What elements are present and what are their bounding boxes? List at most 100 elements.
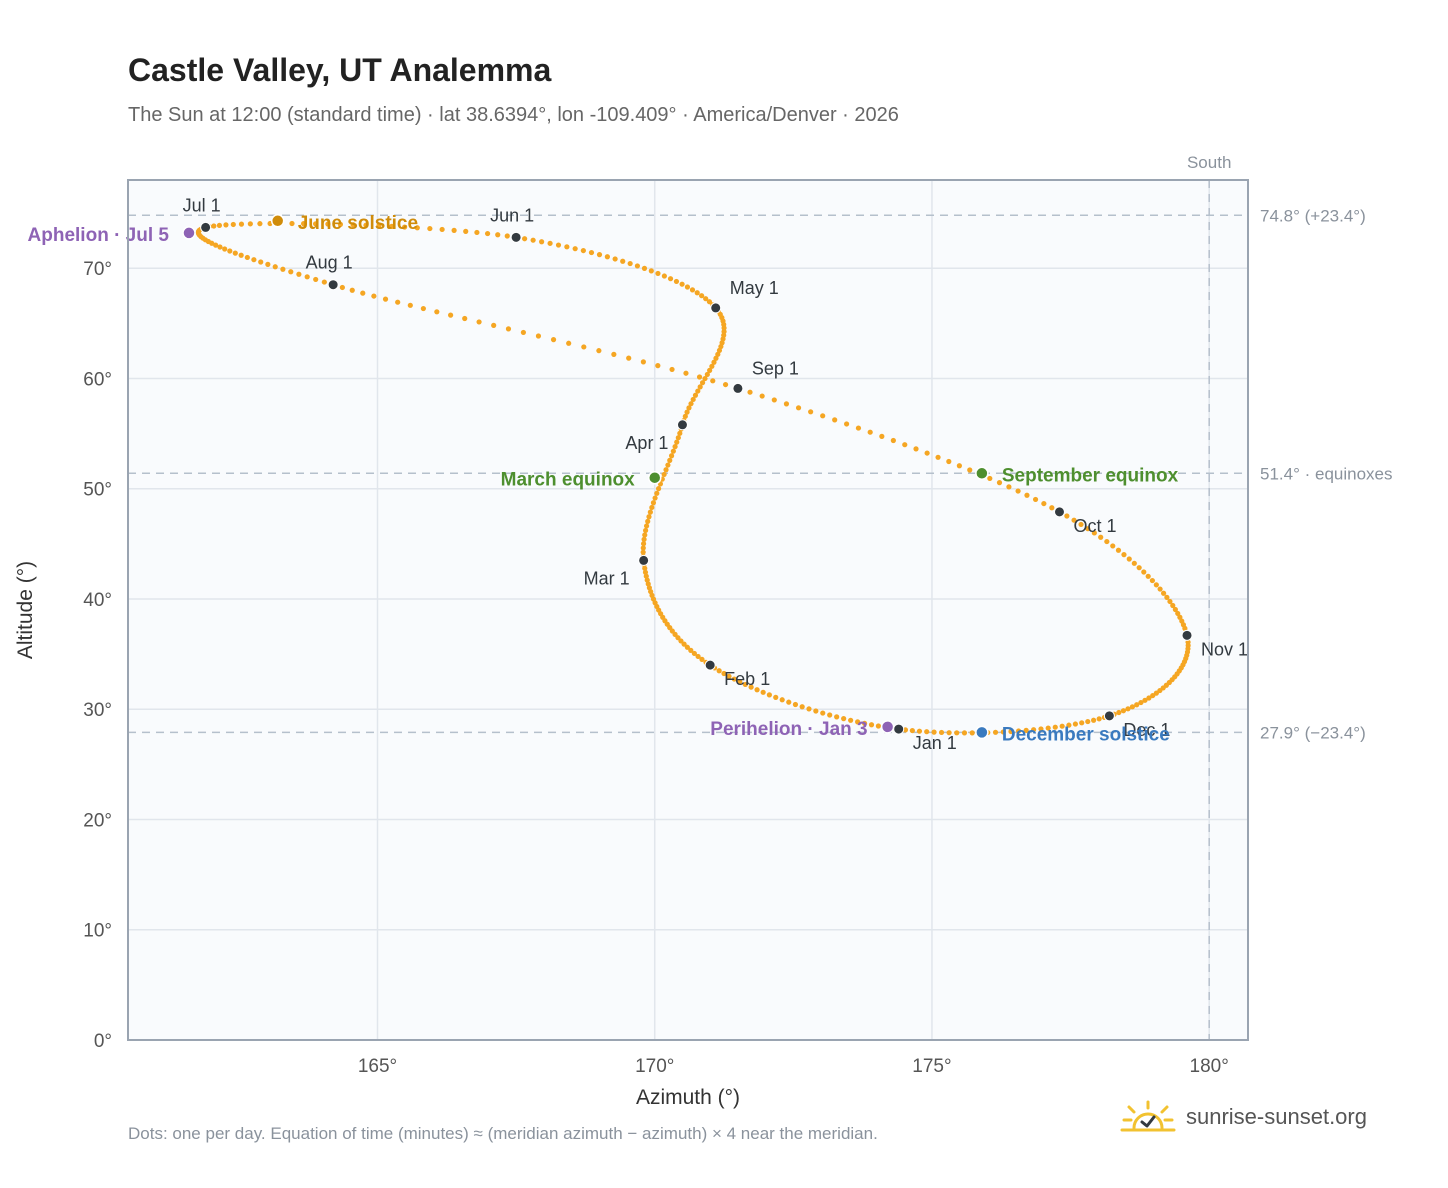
daily-sun-dot [655,363,661,369]
daily-sun-dot [987,475,993,482]
daily-sun-dot [956,463,962,469]
daily-sun-dot [1016,728,1022,734]
month-marker [710,302,722,314]
daily-sun-dot [661,273,667,279]
daily-sun-dot [844,421,850,427]
daily-sun-dot [547,240,553,246]
daily-sun-dot [699,380,706,386]
month-label: Aug 1 [306,253,353,273]
event-label: Perihelion · Jan 3 [710,719,867,740]
daily-sun-dot [238,221,245,227]
brand-name[interactable]: sunrise-sunset.org [1186,1104,1367,1129]
daily-sun-dot [832,417,838,423]
daily-sun-dot [684,284,691,290]
daily-sun-dot [677,430,683,436]
daily-sun-dot [1038,726,1044,732]
meridian-label: South [1187,153,1231,172]
month-marker [1053,506,1065,518]
month-marker [200,221,212,233]
daily-sun-dot [1085,526,1091,532]
daily-sun-dot [706,299,713,305]
daily-sun-dot [1066,722,1072,728]
daily-sun-dot [820,413,826,419]
daily-sun-dot [1145,573,1151,579]
daily-sun-dot [754,687,760,693]
y-tick-label: 40° [83,590,112,611]
daily-sun-dot [1131,560,1137,566]
month-marker [704,659,716,671]
daily-sun-dot [550,337,557,343]
daily-sun-dot [783,401,790,407]
daily-sun-dot [312,221,319,227]
daily-sun-dot [325,221,331,227]
daily-sun-dot [795,405,802,411]
event-label: June solstice [298,213,418,234]
daily-sun-dot [1150,692,1156,699]
daily-sun-dot [916,728,923,734]
daily-sun-dot [646,514,652,520]
daily-sun-dot [389,223,395,229]
brand[interactable]: sunrise-sunset.org [1120,1100,1367,1134]
daily-sun-dot [699,656,705,662]
daily-sun-dot [604,254,610,260]
daily-sun-dot [451,227,457,233]
daily-sun-dot [1098,534,1104,540]
daily-sun-dot [247,221,253,227]
daily-sun-dot [217,244,223,250]
daily-sun-dot [715,351,721,357]
daily-sun-dot [742,681,748,688]
daily-sun-dot [1059,723,1065,729]
daily-sun-dot [640,549,646,555]
daily-sun-dot [371,293,377,299]
y-tick-label: 0° [94,1031,112,1052]
daily-sun-dot [855,425,862,431]
daily-sun-dot [686,405,692,411]
reference-lines: 74.8° (+23.4°) 51.4° · equinoxes 27.9° (−2… [128,153,1393,1040]
daily-sun-dot [522,236,528,242]
daily-sun-dot [251,257,257,263]
month-marker [1103,710,1115,722]
chart-subtitle: The Sun at 12:00 (standard time) · lat 3… [128,104,899,126]
daily-sun-dot [581,344,587,350]
daily-sun-dot [296,271,302,277]
daily-sun-dot [841,716,847,722]
daily-sun-dot [539,239,545,245]
daily-sun-dot [902,442,908,448]
footer-note: Dots: one per day. Equation of time (min… [128,1124,878,1143]
daily-sun-dot [1006,484,1012,490]
daily-sun-dot [1115,547,1122,553]
daily-sun-dot [634,263,641,269]
daily-sun-dot [786,699,792,705]
daily-sun-dot [612,256,618,262]
daily-sun-dot [414,225,420,231]
daily-sun-dot [474,229,480,236]
daily-sun-dot [684,409,690,415]
daily-sun-dot [726,673,732,679]
event-label: September equinox [1002,465,1179,486]
daily-sun-dot [476,319,482,325]
daily-sun-dot [827,712,833,718]
daily-sun-dot [1141,569,1147,575]
daily-sun-dot [642,565,648,571]
daily-sun-dot [699,293,705,299]
daily-sun-dot [1121,552,1127,558]
daily-sun-dot [1023,727,1029,733]
daily-sun-dot [806,706,812,712]
daily-sun-dot [1032,496,1039,503]
daily-sun-dot [495,232,501,238]
daily-sun-dot [642,569,649,575]
daily-sun-dot [697,384,703,390]
chart-title: Castle Valley, UT Analemma [128,52,552,88]
daily-sun-dot [1031,727,1037,733]
daily-sun-dot [505,326,512,332]
daily-sun-dot [924,729,930,735]
daily-sun-dot [588,249,595,256]
daily-sun-dot [301,221,307,227]
daily-sun-dot [961,730,968,736]
daily-sun-dot [692,392,699,398]
daily-sun-dot [620,258,626,264]
daily-sun-dot [690,396,696,403]
daily-sun-dot [1170,602,1176,609]
daily-sun-dot [626,355,632,361]
